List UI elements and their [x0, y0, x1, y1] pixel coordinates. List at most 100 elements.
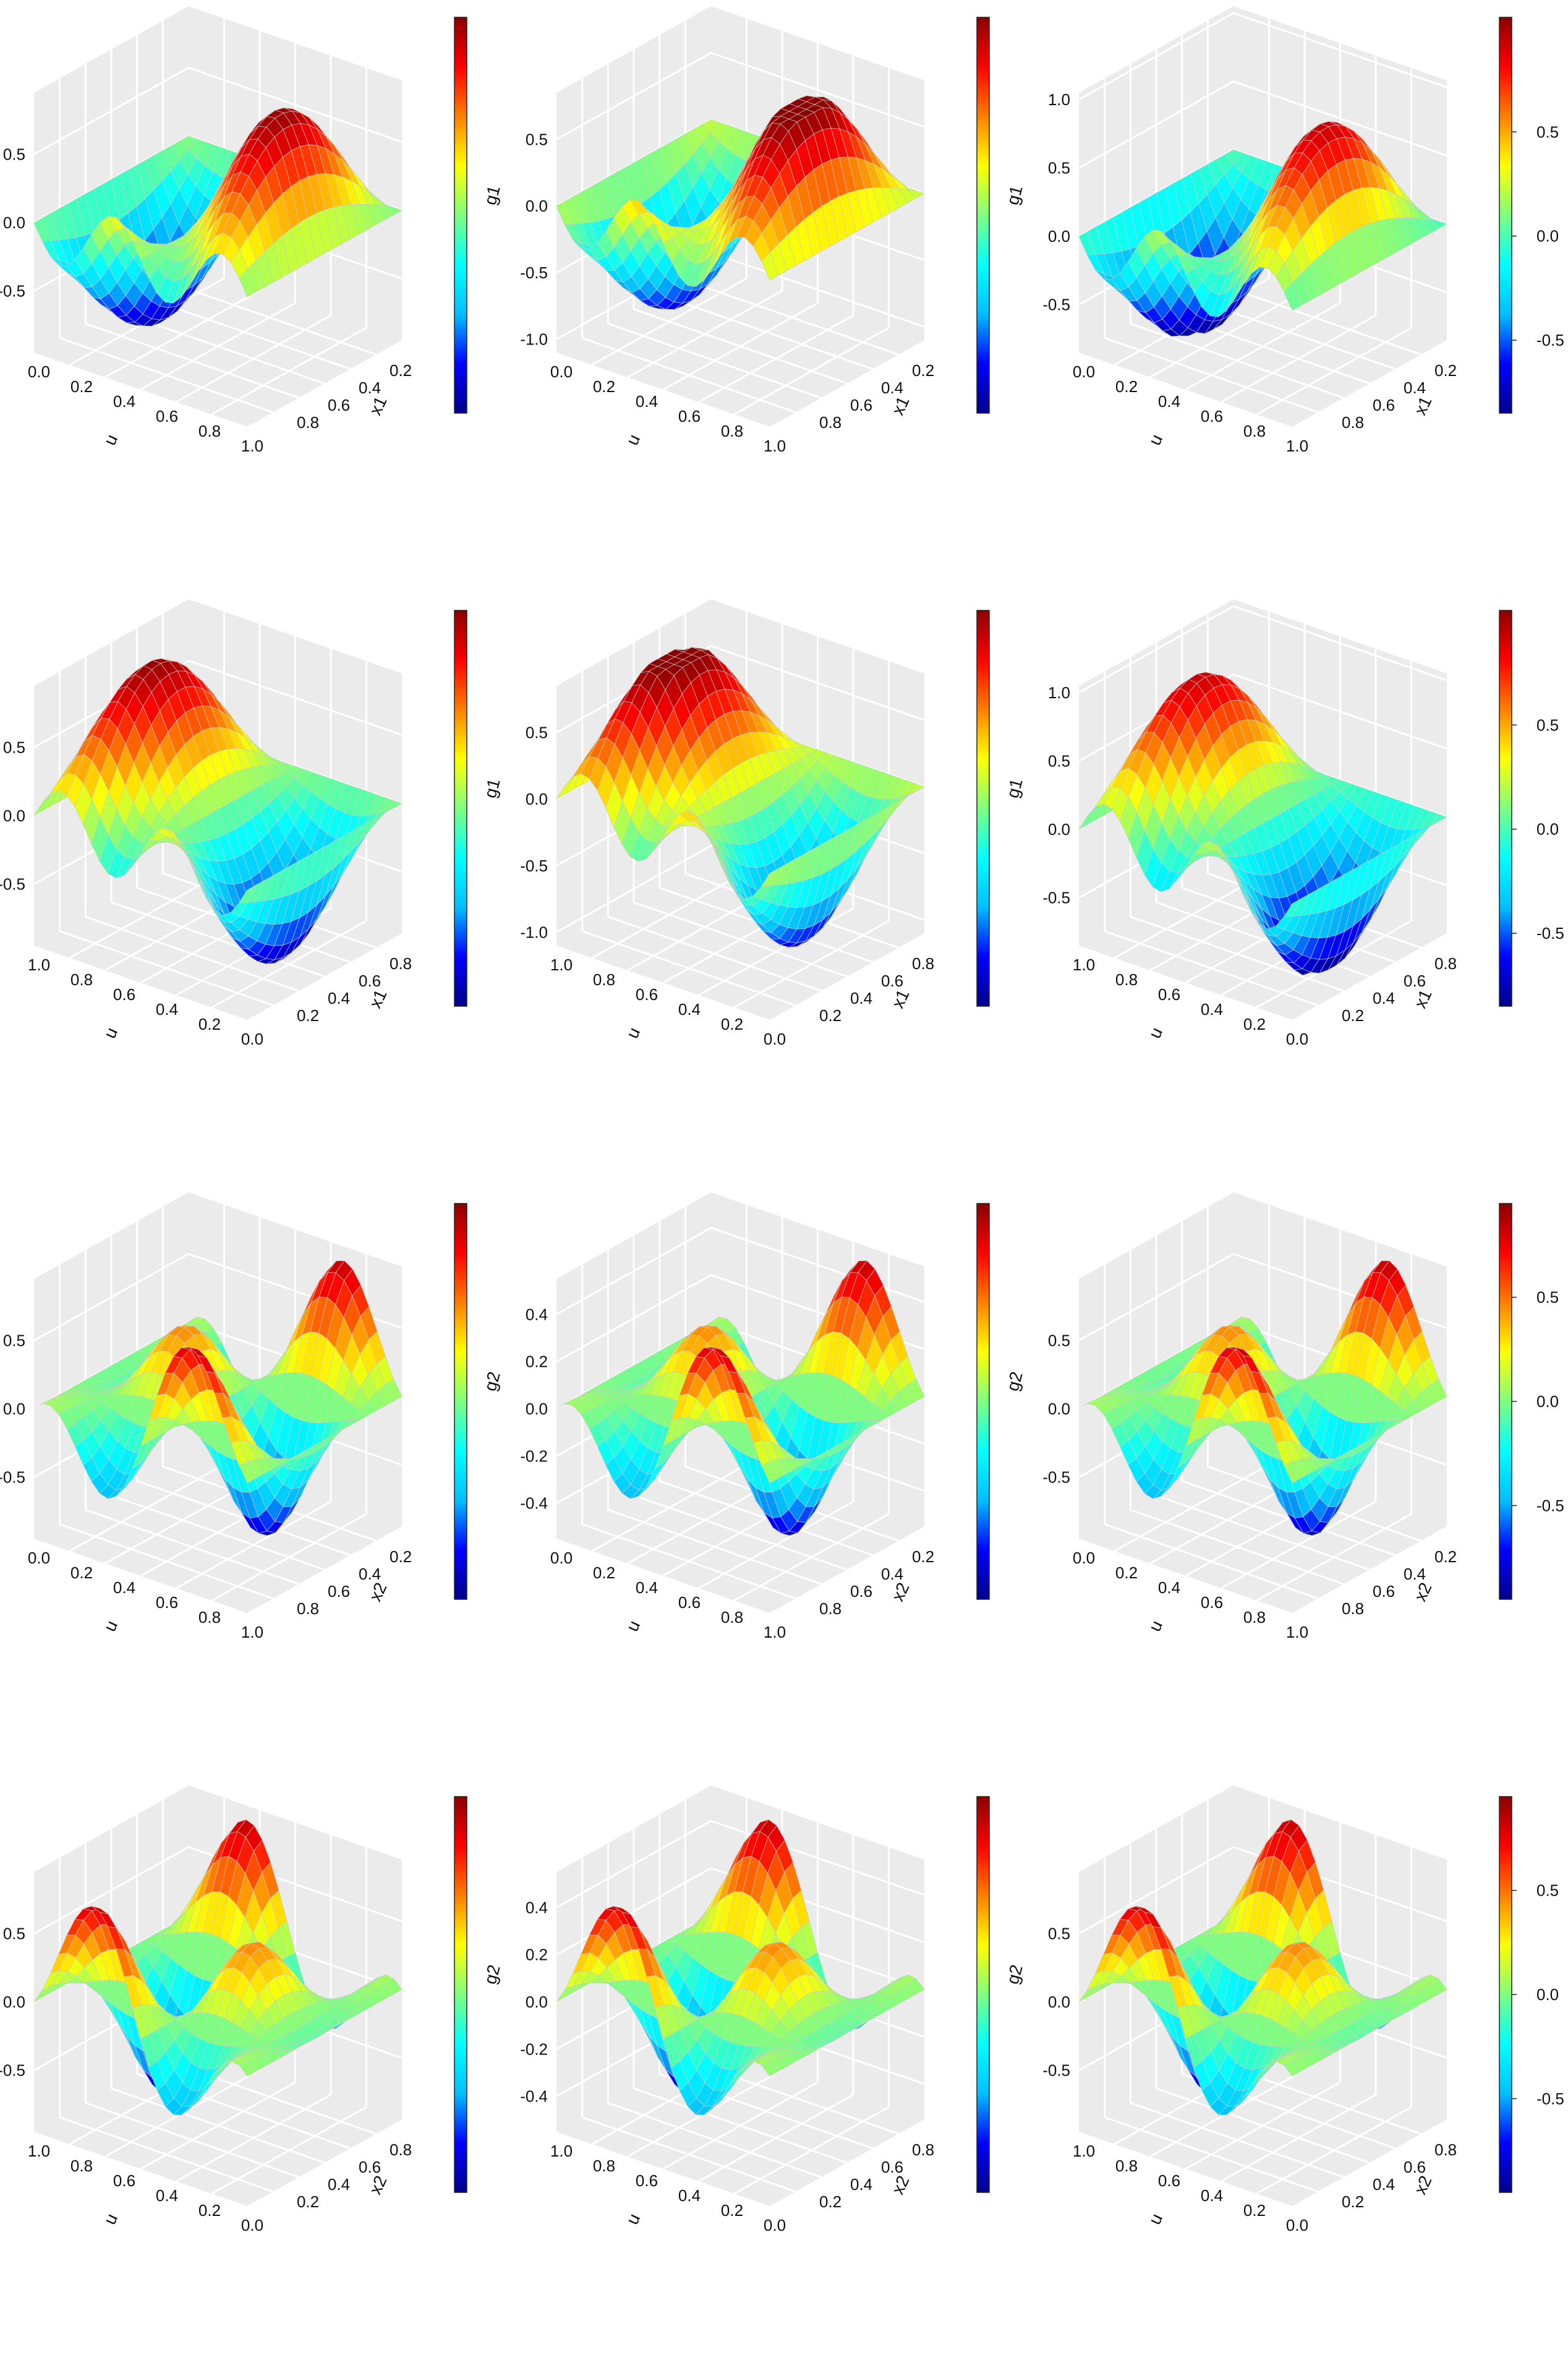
u-tick-label: 1.0: [1286, 437, 1308, 455]
u-tick-label: 0.8: [70, 970, 93, 989]
surface-facet: [239, 2060, 257, 2077]
x-tick-label: 0.4: [328, 2175, 350, 2194]
x-axis-title: x1: [365, 986, 391, 1011]
colorbar: [976, 610, 990, 1007]
x-tick-label: 0.4: [881, 1565, 903, 1583]
surface-mesh: [1078, 672, 1447, 976]
x-axis-title: x1: [1410, 393, 1436, 418]
colorbar: [976, 1203, 990, 1600]
u-tick-label: 1.0: [28, 2142, 50, 2160]
u-tick-label: 1.0: [764, 437, 786, 455]
surface-plot: -0.50.00.5g10.00.20.40.60.81.0u0.20.40.6…: [0, 6, 467, 455]
u-tick-label: 0.4: [113, 392, 135, 411]
x-tick-label: 0.6: [850, 396, 872, 414]
u-tick-label: 1.0: [241, 437, 263, 455]
u-axis-title: u: [100, 1617, 122, 1634]
surface-plot: -0.50.00.5g20.00.20.40.60.81.0u0.20.40.6…: [1003, 1192, 1564, 1641]
x-tick-label: 0.2: [297, 1006, 319, 1025]
z-tick-label: 0.0: [526, 1400, 548, 1418]
u-tick-label: 0.0: [1286, 1030, 1308, 1048]
u-tick-label: 0.6: [156, 407, 178, 425]
u-axis-title: u: [623, 1024, 644, 1041]
u-tick-label: 0.4: [636, 1578, 658, 1597]
u-tick-label: 1.0: [1073, 956, 1095, 974]
x-tick-label: 0.6: [359, 2158, 381, 2176]
u-tick-label: 0.8: [1115, 970, 1138, 989]
u-tick-label: 0.2: [198, 1015, 221, 1033]
colorbar-tick-label: -0.5: [1536, 331, 1564, 349]
u-tick-label: 1.0: [764, 1623, 786, 1641]
z-tick-label: 0.0: [1048, 820, 1070, 839]
colorbar-tick-label: 0.0: [1536, 227, 1559, 246]
u-tick-label: 0.2: [198, 2201, 221, 2220]
colorbar: [454, 610, 467, 1007]
u-tick-label: 0.0: [241, 2216, 263, 2234]
z-tick-label: 0.0: [3, 806, 25, 825]
u-tick-label: 0.8: [198, 1608, 221, 1627]
u-tick-label: 0.0: [241, 1030, 263, 1048]
x-tick-label: 0.2: [819, 1006, 842, 1025]
surface-mesh: [33, 1260, 403, 1536]
x-tick-label: 0.8: [819, 413, 842, 432]
surface-facet: [1284, 282, 1302, 311]
u-tick-label: 0.6: [113, 2171, 135, 2190]
x-tick-label: 0.6: [1373, 1582, 1395, 1601]
x-axis-title: x2: [888, 1580, 913, 1604]
u-tick-label: 1.0: [1286, 1623, 1308, 1641]
x-axis-title: x1: [365, 393, 391, 418]
x-axis-title: x1: [888, 986, 913, 1011]
u-axis-title: u: [100, 2210, 122, 2227]
surface-panel: -0.50.00.5g20.00.20.40.60.81.0u0.20.40.6…: [0, 1186, 522, 1779]
x-tick-label: 0.2: [1434, 1547, 1457, 1566]
u-tick-label: 0.8: [70, 2157, 93, 2175]
colorbar-tick-label: 0.0: [1536, 1392, 1559, 1411]
surface-mesh: [33, 107, 403, 327]
x-tick-label: 0.4: [850, 989, 872, 1007]
surface-facet: [761, 252, 779, 281]
x-tick-label: 0.8: [297, 1599, 319, 1618]
u-tick-label: 0.6: [1201, 1593, 1223, 1612]
x-tick-label: 0.2: [912, 1547, 934, 1566]
surface-panel: -1.0 -0.5 0.0 0.5 g1 0.0 0.2 0.4 0.6 0.8 1.0 u 0.2 0.…: [480, 0, 1045, 593]
u-tick-label: 0.4: [1158, 1578, 1180, 1597]
u-tick-label: 0.8: [593, 970, 615, 989]
surface-panel: -0.4 -0.2 0.0 0.2 0.4 g2 0.0 0.2 0.4 0.6 0.8 1.0 u 0.…: [480, 1186, 1045, 1779]
u-axis-title: u: [623, 431, 644, 448]
colorbar: [454, 1796, 467, 2193]
u-tick-label: 1.0: [28, 956, 50, 974]
x-tick-label: 0.2: [1342, 1006, 1364, 1025]
u-tick-label: 0.0: [550, 1549, 573, 1567]
surface-facet: [238, 884, 257, 904]
x-tick-label: 0.6: [881, 972, 903, 990]
surface-mesh: [33, 658, 403, 965]
x-tick-label: 0.2: [390, 361, 412, 380]
x-tick-label: 0.4: [1404, 378, 1426, 397]
surface-panel: -0.50.00.5g20.00.20.40.60.81.0u0.20.40.6…: [0, 1779, 522, 2372]
colorbar: [1499, 610, 1512, 1007]
surface-plot: -0.50.00.51.0g10.00.20.40.60.81.0u0.20.4…: [1003, 6, 1564, 455]
colorbar-tick-label: -0.5: [1536, 924, 1564, 943]
z-tick-label: 0.0: [3, 1993, 25, 2011]
x-tick-label: 0.8: [1342, 1599, 1364, 1618]
x-tick-label: 0.2: [297, 2192, 319, 2211]
surface-plot: -0.4-0.20.00.20.4g20.00.20.40.60.81.0u0.…: [480, 1785, 990, 2234]
colorbar-tick-label: 0.5: [1536, 716, 1559, 734]
x-axis-title: x2: [365, 1580, 391, 1604]
u-tick-label: 0.0: [28, 1549, 50, 1567]
u-tick-label: 0.4: [636, 392, 658, 411]
x-tick-label: 0.4: [359, 1565, 381, 1583]
colorbar: [1499, 17, 1512, 414]
x-tick-label: 0.2: [912, 361, 934, 380]
z-tick-label: 0.5: [3, 1924, 25, 1943]
z-tick-label: 0.5: [1048, 752, 1070, 771]
u-tick-label: 1.0: [550, 956, 573, 974]
u-tick-label: 0.6: [113, 985, 135, 1004]
colorbar-tick-label: -0.5: [1536, 1496, 1564, 1515]
surface-panel: -0.4 -0.2 0.0 0.2 0.4 g2 0.0 0.2 0.4 0.6 0.8 1.0 u 0.…: [480, 1779, 1045, 2372]
x-tick-label: 0.8: [912, 954, 934, 973]
z-tick-label: 1.0: [1048, 90, 1070, 109]
u-tick-label: 0.2: [1243, 1015, 1266, 1033]
z-tick-label: 0.0: [526, 790, 548, 808]
